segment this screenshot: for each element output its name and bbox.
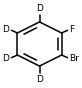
Text: F: F: [70, 25, 75, 34]
Text: D: D: [3, 25, 9, 34]
Text: D: D: [36, 75, 43, 84]
Text: D: D: [3, 54, 9, 63]
Text: Br: Br: [70, 54, 79, 63]
Text: D: D: [36, 4, 43, 13]
